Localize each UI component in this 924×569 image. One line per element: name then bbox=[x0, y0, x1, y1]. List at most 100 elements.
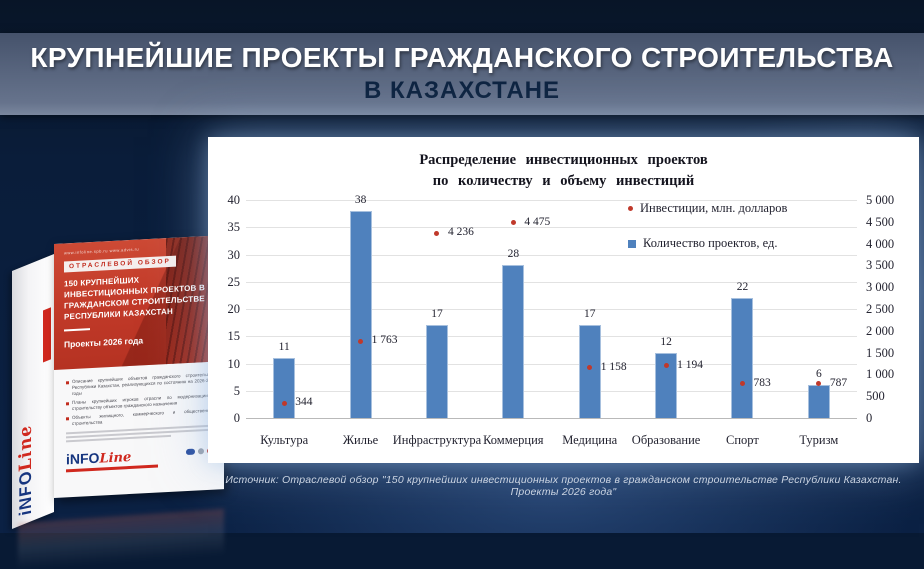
cover-url-row: www.infoline.spb.ru www.advis.ru bbox=[64, 246, 140, 256]
investment-dot bbox=[816, 381, 822, 387]
investment-value-label: 4 475 bbox=[524, 215, 551, 228]
category-label: Жилье bbox=[342, 433, 379, 447]
investment-dot bbox=[358, 338, 364, 344]
bar bbox=[655, 352, 678, 418]
bar-value-label: 38 bbox=[354, 193, 367, 206]
gridline bbox=[246, 309, 857, 310]
bar-value-label: 11 bbox=[278, 341, 290, 354]
right-axis-tick: 4 500 bbox=[866, 214, 895, 229]
investment-dot bbox=[663, 363, 669, 369]
bar-value-label: 22 bbox=[736, 281, 749, 294]
right-axis-tick: 4 000 bbox=[866, 236, 895, 251]
header-banner: КРУПНЕЙШИЕ ПРОЕКТЫ ГРАЖДАНСКОГО СТРОИТЕЛ… bbox=[0, 33, 924, 115]
investment-value-label: 1 158 bbox=[600, 360, 627, 373]
investment-value-label: 1 194 bbox=[677, 358, 703, 371]
infographic-page: КРУПНЕЙШИЕ ПРОЕКТЫ ГРАЖДАНСКОГО СТРОИТЕЛ… bbox=[0, 0, 924, 533]
investment-dot bbox=[281, 400, 287, 406]
left-axis-tick: 30 bbox=[227, 247, 241, 262]
left-axis-tick: 10 bbox=[227, 356, 241, 371]
bar bbox=[578, 325, 601, 418]
cover-logo-row: iNFOLine bbox=[66, 444, 216, 478]
investment-value-label: 787 bbox=[829, 376, 848, 389]
cover-subtitle: Проекты 2026 года bbox=[64, 335, 144, 350]
gridline bbox=[246, 227, 857, 229]
legend-label: Количество проектов, ед. bbox=[643, 236, 778, 250]
x-axis-line bbox=[246, 418, 857, 419]
cover-red-section: www.infoline.spb.ru www.advis.ru ОТРАСЛЕ… bbox=[54, 235, 224, 370]
right-axis-tick: 1 500 bbox=[866, 345, 895, 360]
chart-title: Распределение инвестиционных проектов по… bbox=[419, 152, 708, 189]
bar-value-label: 6 bbox=[815, 368, 822, 381]
report-cover-mockup: iNFOLine www.infoline.spb.ru www.advis.r… bbox=[8, 235, 230, 569]
book-front-cover: www.infoline.spb.ru www.advis.ru ОТРАСЛЕ… bbox=[54, 235, 224, 498]
investment-dot bbox=[587, 365, 593, 370]
legend-dot-icon bbox=[628, 206, 633, 211]
right-axis-tick: 3 500 bbox=[866, 258, 895, 273]
right-axis-tick: 5 000 bbox=[866, 193, 895, 207]
bar bbox=[273, 358, 296, 418]
chart-panel: Распределение инвестиционных проектов по… bbox=[208, 137, 919, 463]
bar bbox=[502, 265, 525, 418]
book-reflection bbox=[18, 508, 224, 569]
left-axis-tick: 40 bbox=[227, 193, 241, 207]
right-axis-tick: 2 000 bbox=[866, 323, 895, 338]
right-axis-tick: 3 000 bbox=[866, 280, 895, 295]
cover-series-label: ОТРАСЛЕВОЙ ОБЗОР bbox=[64, 255, 176, 273]
right-axis-tick: 500 bbox=[866, 389, 885, 404]
gridline bbox=[246, 363, 857, 365]
left-axis-tick: 0 bbox=[233, 411, 240, 425]
bar-value-label: 17 bbox=[583, 308, 596, 321]
publisher-icon bbox=[198, 448, 204, 455]
bar bbox=[807, 385, 830, 418]
right-axis-tick: 2 500 bbox=[866, 302, 895, 316]
page-title: КРУПНЕЙШИЕ ПРОЕКТЫ ГРАЖДАНСКОГО СТРОИТЕЛ… bbox=[30, 42, 894, 73]
cover-white-section: Описание крупнейших объектов гражданског… bbox=[54, 361, 224, 442]
category-label: Инфраструктура bbox=[392, 433, 482, 447]
investment-value-label: 783 bbox=[753, 376, 771, 389]
bar bbox=[731, 298, 754, 418]
source-note: Источник: Отраслевой обзор "150 крупнейш… bbox=[225, 474, 902, 498]
category-label: Медицина bbox=[562, 433, 618, 447]
investment-dot bbox=[739, 381, 745, 387]
right-axis-tick: 0 bbox=[866, 411, 873, 425]
bar-value-label: 17 bbox=[431, 308, 443, 321]
investment-dot bbox=[434, 230, 440, 236]
cover-divider bbox=[64, 328, 90, 332]
gridline bbox=[246, 390, 857, 392]
bar-value-label: 12 bbox=[660, 335, 672, 348]
left-axis-tick: 25 bbox=[227, 274, 241, 289]
investment-value-label: 344 bbox=[295, 396, 313, 408]
left-axis-tick: 15 bbox=[227, 329, 241, 344]
category-label: Образование bbox=[631, 433, 701, 447]
bar bbox=[349, 210, 372, 418]
bar bbox=[425, 325, 448, 418]
publisher-icon bbox=[186, 448, 195, 456]
category-label: Коммерция bbox=[483, 433, 544, 447]
legend-item: Инвестиции, млн. долларов bbox=[628, 201, 858, 216]
legend-square-icon bbox=[628, 239, 636, 248]
category-label: Спорт bbox=[726, 433, 759, 447]
investment-value-label: 1 763 bbox=[371, 334, 398, 347]
investment-dot bbox=[510, 220, 516, 226]
category-label: Туризм bbox=[799, 433, 839, 447]
bar-value-label: 28 bbox=[507, 248, 520, 261]
category-label: Культура bbox=[260, 433, 309, 447]
investment-value-label: 4 236 bbox=[447, 226, 474, 239]
bullet-square-icon bbox=[66, 416, 69, 420]
chart-legend: Инвестиции, млн. долларов Количество прое… bbox=[628, 201, 858, 271]
gridline bbox=[246, 254, 857, 256]
right-axis-tick: 1 000 bbox=[866, 367, 895, 382]
plot-area: 11 38 17 28 17 12 22 6 344 1 763 4 236 4 475 1 158 1 … bbox=[246, 194, 857, 419]
legend-label: Инвестиции, млн. долларов bbox=[640, 201, 788, 215]
legend-item: Количество проектов, ед. bbox=[628, 236, 858, 251]
left-axis-tick: 20 bbox=[227, 302, 241, 316]
bullet-square-icon bbox=[66, 401, 69, 405]
bullet-square-icon bbox=[66, 380, 69, 384]
gridline bbox=[246, 200, 857, 201]
left-axis-tick: 35 bbox=[227, 220, 241, 235]
page-subtitle: В КАЗАХСТАНЕ bbox=[364, 77, 560, 104]
infoline-logo-spine: iNFOLine bbox=[16, 421, 36, 520]
left-axis-tick: 5 bbox=[233, 383, 240, 398]
gridline bbox=[246, 281, 857, 283]
cover-title: 150 КРУПНЕЙШИХ ИНВЕСТИЦИОННЫХ ПРОЕКТОВ В… bbox=[64, 275, 205, 322]
